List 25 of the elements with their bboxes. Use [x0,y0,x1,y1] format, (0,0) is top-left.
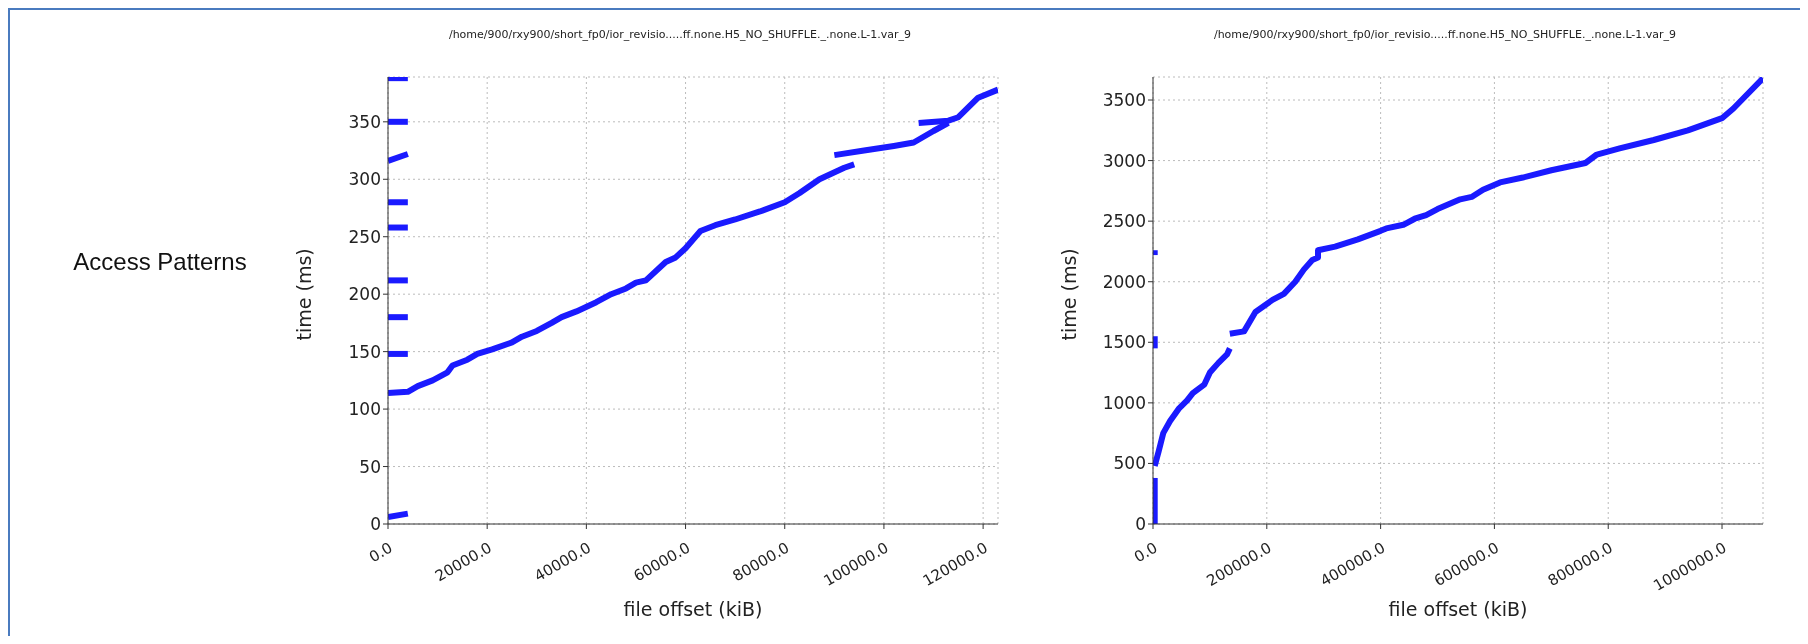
y-tick-label: 150 [348,341,381,362]
x-axis-title: file offset (kiB) [1388,598,1528,620]
y-tick-label: 500 [1113,453,1146,474]
y-tick-label: 1500 [1102,332,1146,353]
y-tick-label: 1000 [1102,392,1146,413]
x-tick-label: 0.0 [1130,538,1161,567]
y-tick-label: 350 [348,111,381,132]
y-tick-label: 3500 [1102,90,1146,111]
y-tick-label: 2000 [1102,271,1146,292]
y-axis-title: time (ms) [1057,248,1080,341]
y-tick-label: 2500 [1102,211,1146,232]
x-tick-label: 0.0 [365,538,396,567]
y-tick-label: 300 [348,169,381,190]
text: Access Patterns [72,247,248,277]
chart-title: /home/900/rxy900/short_fp0/ior_revisio.....ff.none.H5_NO_SHUFFLE._.none.L-1.var_9 [1212,28,1678,41]
y-tick-label: 100 [348,399,381,420]
y-tick-label: 3000 [1102,150,1146,171]
y-tick-label: 200 [348,284,381,305]
y-axis-title: time (ms) [292,248,315,341]
y-tick-label: 0 [1135,514,1146,535]
y-tick-label: 250 [348,226,381,247]
y-tick-label: 0 [370,514,381,535]
y-tick-label: 50 [359,456,381,477]
x-axis-title: file offset (kiB) [623,598,763,620]
chart-title: /home/900/rxy900/short_fp0/ior_revisio.....ff.none.H5_NO_SHUFFLE._.none.L-1.var_9 [447,28,913,41]
